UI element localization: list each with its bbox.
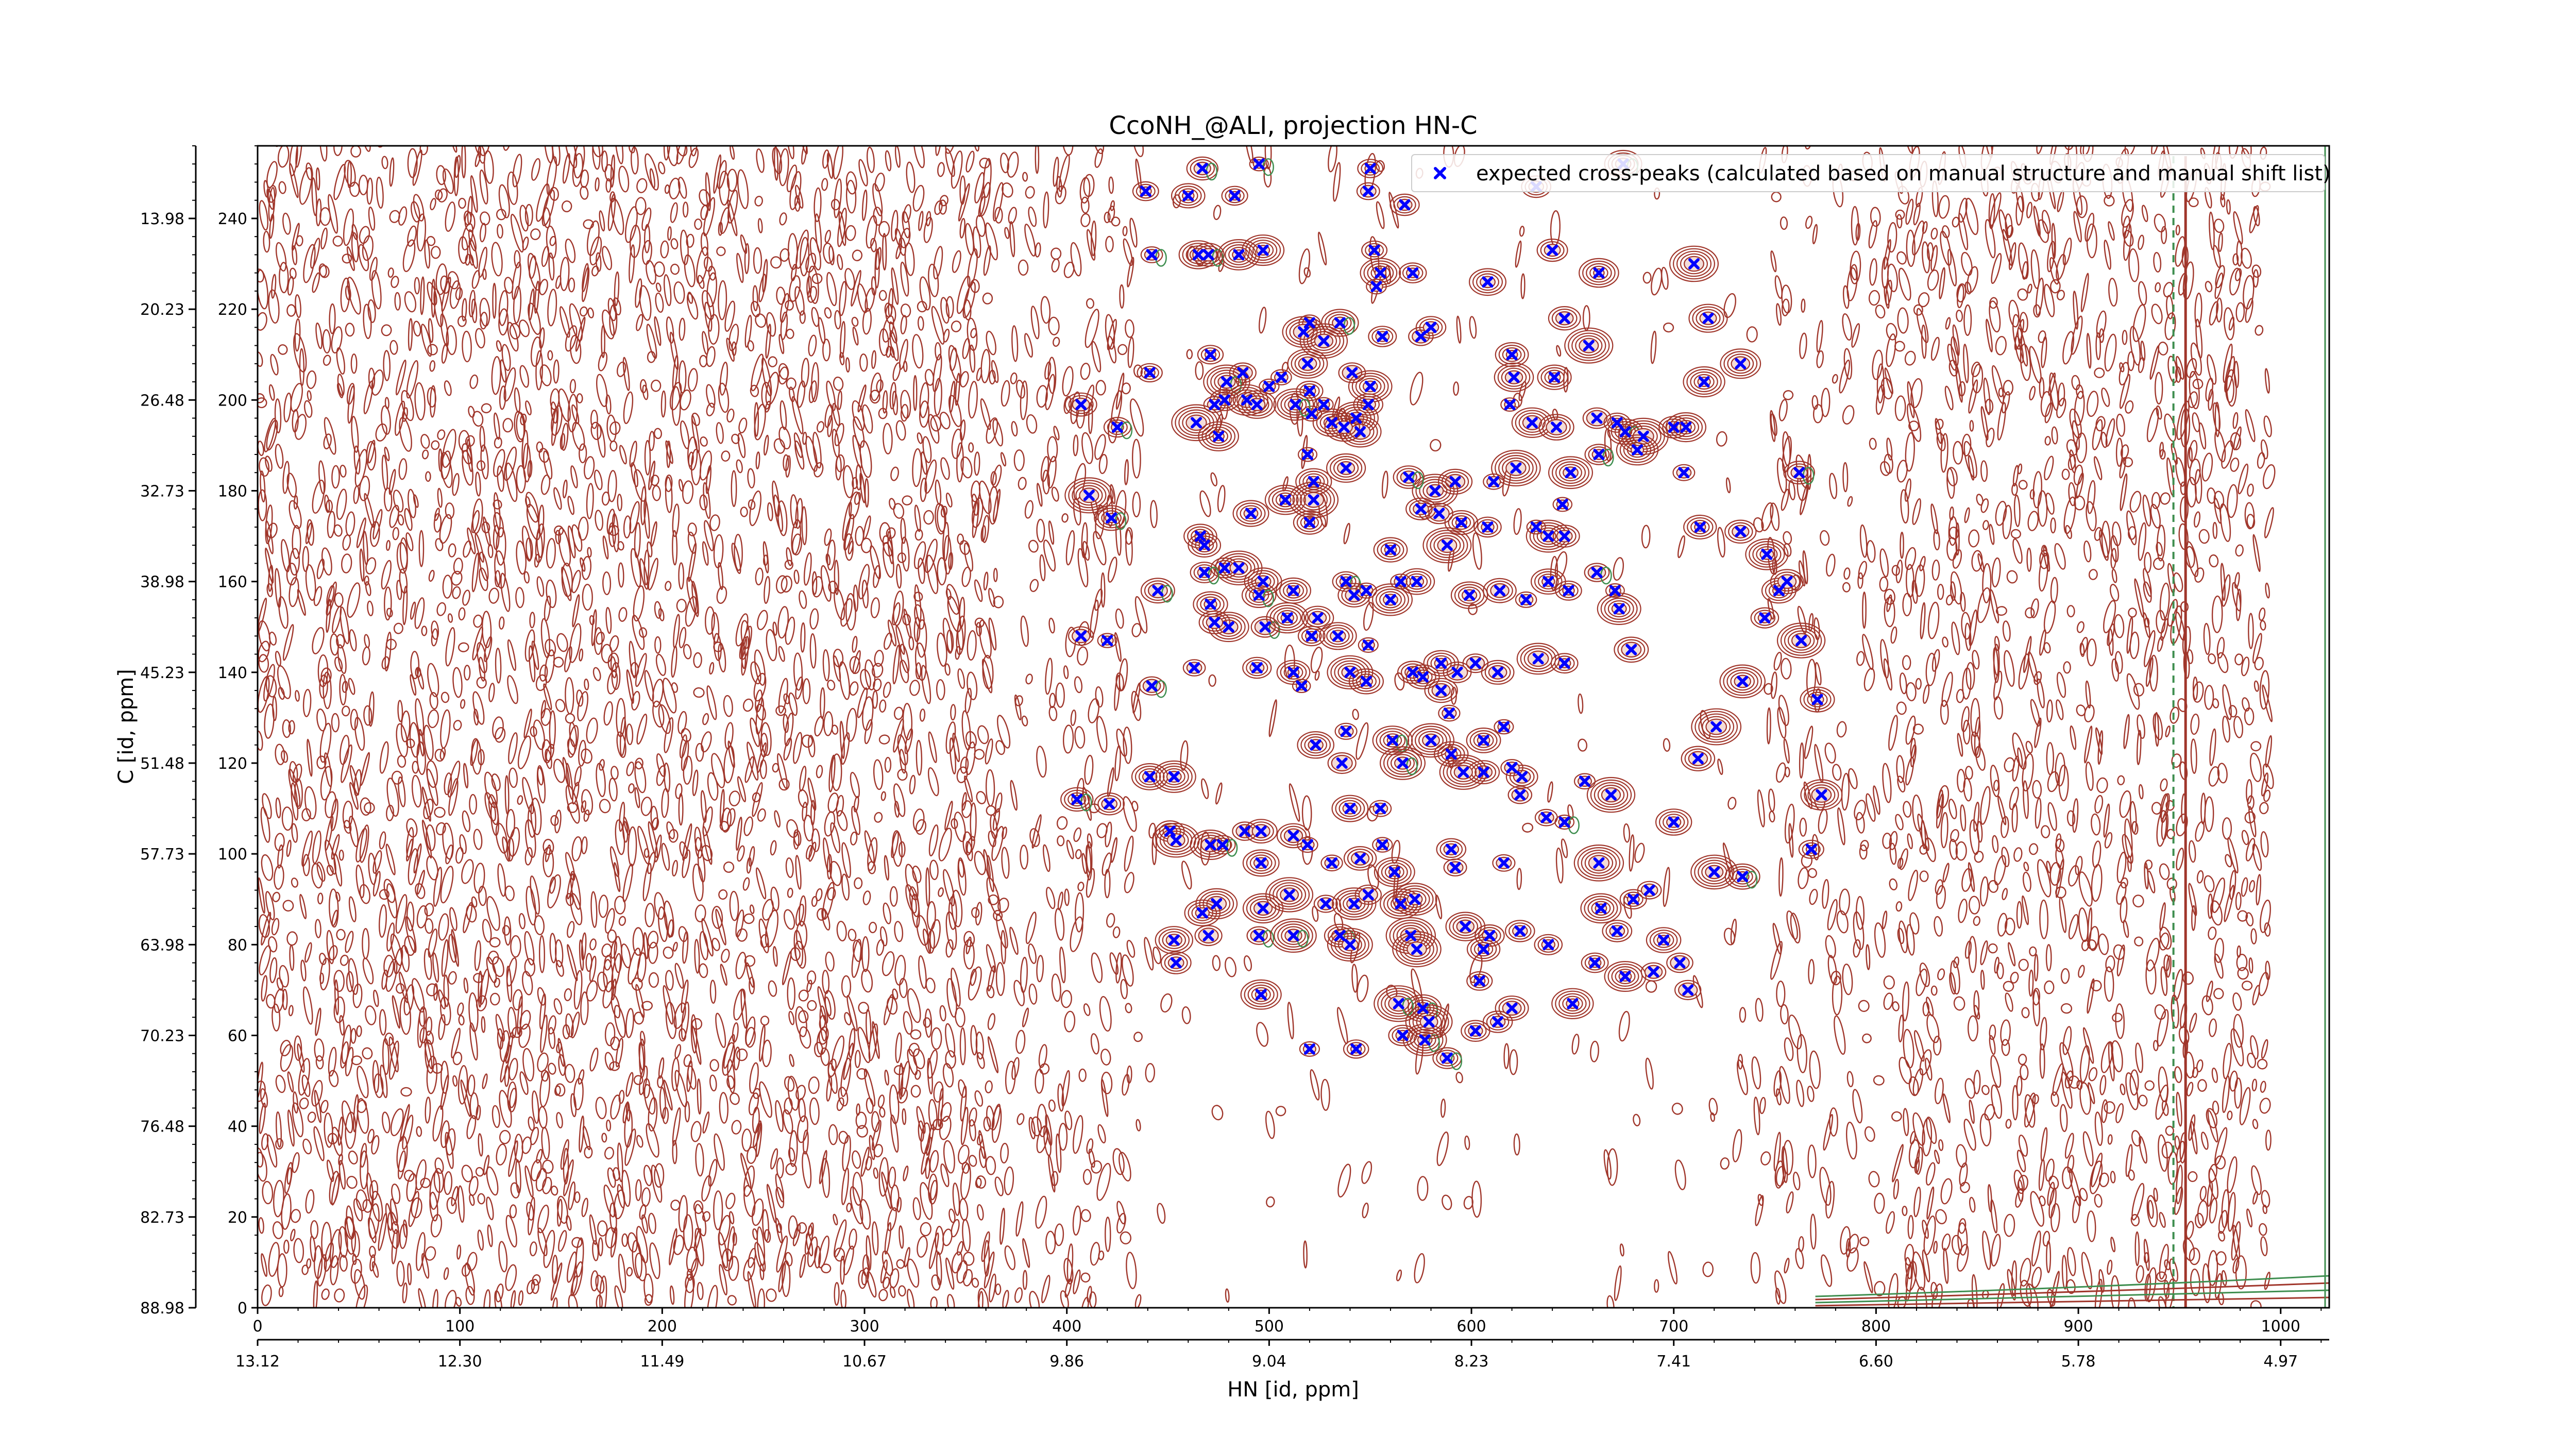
chart-svg: 013.1210012.3020011.4930010.674009.86500… <box>0 0 2576 1449</box>
